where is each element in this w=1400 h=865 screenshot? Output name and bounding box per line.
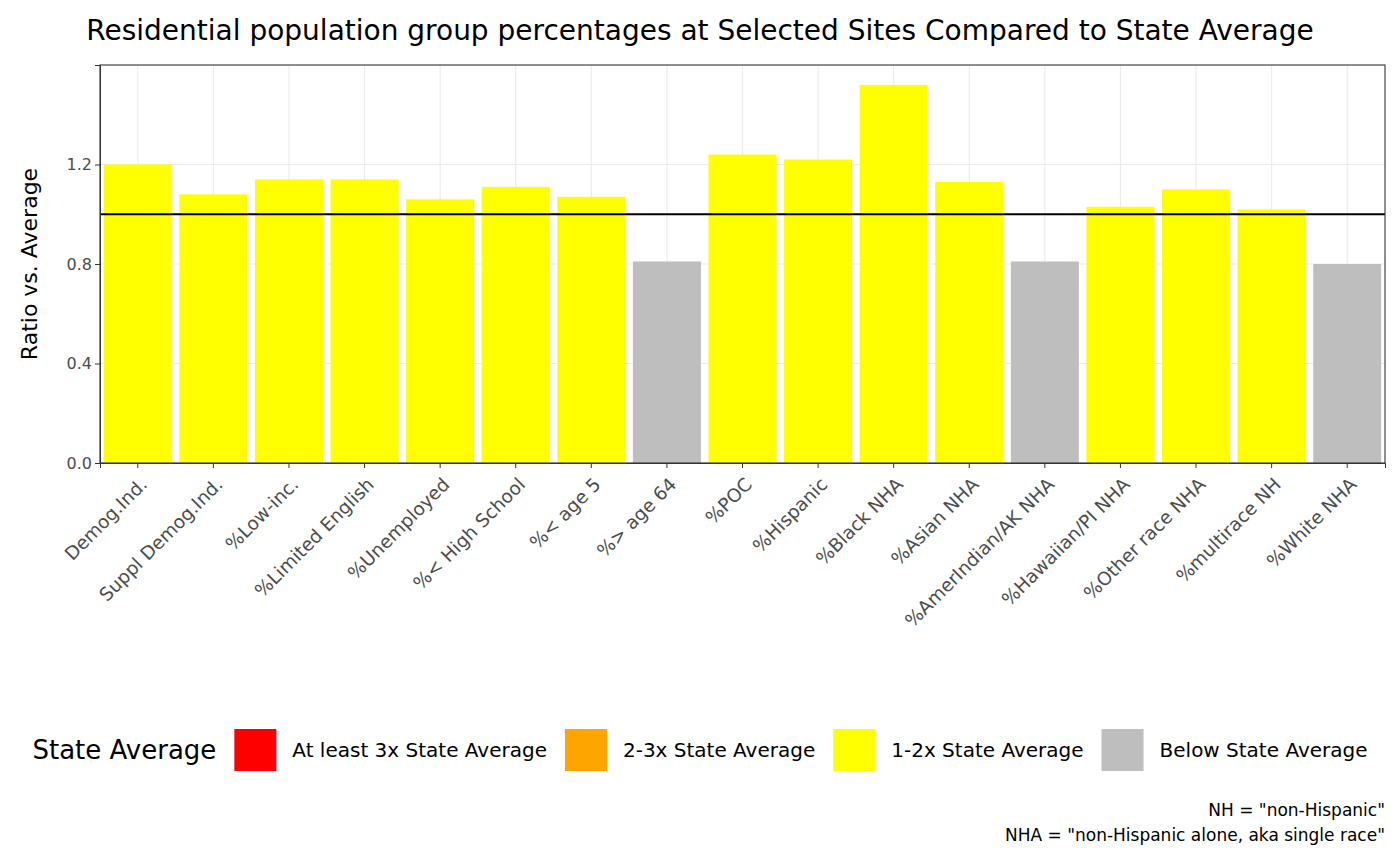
y-axis-line	[95, 66, 101, 464]
y-tick-label: 0.4	[67, 354, 92, 373]
x-tick: %Hawaiian/PI NHA	[998, 463, 1135, 610]
x-tick-label: %> age 64	[593, 474, 681, 562]
y-tick: 0.8	[67, 255, 100, 274]
bar	[179, 194, 247, 463]
x-tick-label: %White NHA	[1263, 473, 1361, 571]
x-tick-mark	[515, 463, 516, 468]
legend-item: Below State Average	[1102, 729, 1368, 771]
y-tick: 0.0	[67, 454, 100, 473]
bar	[1238, 209, 1306, 463]
y-tick-mark	[95, 463, 100, 464]
y-axis: 0.0 0.4 0.8 1.2	[67, 66, 101, 473]
legend-title: State Average	[32, 735, 216, 765]
y-tick-mark	[95, 264, 100, 265]
x-tick-label: %< age 5	[525, 474, 604, 553]
legend-label: Below State Average	[1160, 738, 1368, 762]
y-tick-label: 0.0	[67, 454, 92, 473]
bar	[1086, 207, 1154, 463]
legend: State Average At least 3x State Average 2-…	[32, 729, 1367, 771]
bar	[708, 155, 776, 463]
x-axis: Demog.Ind.Suppl Demog.Ind.%Low-inc.%Limi…	[60, 463, 1385, 631]
x-tick: %> age 64	[593, 463, 681, 561]
caption: NH = "non-Hispanic"	[1208, 800, 1385, 820]
x-tick: %Low-inc.	[221, 463, 302, 555]
legend-label: 1-2x State Average	[891, 738, 1083, 762]
bar	[104, 165, 172, 464]
legend-swatch	[1102, 729, 1144, 771]
x-tick-mark	[137, 463, 138, 468]
x-tick-mark	[1044, 463, 1045, 468]
y-tick-label: 1.2	[67, 155, 92, 174]
x-tick-label: %Hispanic	[748, 474, 831, 557]
x-axis-line	[101, 464, 1386, 469]
legend-item: 2-3x State Average	[565, 729, 815, 771]
x-tick: %AmerIndian/AK NHA	[901, 463, 1059, 631]
bar	[331, 179, 399, 463]
x-tick-label: %Hawaiian/PI NHA	[998, 473, 1135, 610]
bar	[482, 187, 550, 463]
x-tick-label: %< High School	[409, 474, 529, 594]
bar	[633, 262, 701, 463]
bar	[1162, 189, 1230, 463]
plot-frame	[100, 65, 1385, 463]
bar	[255, 179, 323, 463]
title: Residential population group percentages…	[86, 14, 1313, 47]
x-tick-mark	[591, 463, 592, 468]
legend-swatch	[833, 729, 875, 771]
bar	[406, 199, 474, 463]
bar	[1011, 262, 1079, 463]
x-tick: %Hispanic	[748, 463, 831, 557]
x-tick: %POC	[701, 463, 756, 528]
x-tick-label: %multirace NH	[1172, 474, 1285, 587]
x-tick-mark	[213, 463, 214, 468]
y-tick-label: 0.8	[67, 255, 92, 274]
legend-item: 1-2x State Average	[833, 729, 1083, 771]
legend-swatch	[565, 729, 607, 771]
x-tick-mark	[1120, 463, 1121, 468]
x-tick: %multirace NH	[1172, 463, 1285, 587]
x-tick-mark	[666, 463, 667, 468]
x-tick-mark	[818, 463, 819, 468]
legend-label: At least 3x State Average	[292, 738, 547, 762]
y-tick-mark	[95, 364, 100, 365]
x-tick: Suppl Demog.Ind.	[95, 463, 227, 605]
x-tick: %< age 5	[525, 463, 604, 553]
bar	[557, 197, 625, 463]
bar	[1313, 264, 1381, 463]
y-tick: 0.4	[67, 354, 100, 373]
x-tick-mark	[969, 463, 970, 468]
plot-area	[100, 85, 1385, 463]
x-tick-mark	[1196, 463, 1197, 468]
x-tick: %< High School	[409, 463, 529, 594]
bar	[860, 85, 928, 463]
bar	[784, 160, 852, 463]
x-tick-label: %AmerIndian/AK NHA	[901, 473, 1059, 631]
chart: 0.0 0.4 0.8 1.2 Demog.Ind.Suppl Demog.Ind.%L…	[0, 0, 1400, 865]
x-tick-mark	[440, 463, 441, 468]
x-tick-label: %Low-inc.	[221, 474, 302, 555]
x-tick-mark	[364, 463, 365, 468]
y-axis-title: Ratio vs. Average	[17, 168, 42, 360]
grid	[100, 65, 1385, 463]
bar	[935, 182, 1003, 463]
x-tick-label: Suppl Demog.Ind.	[95, 474, 227, 606]
x-tick-label: %POC	[701, 474, 756, 529]
caption: NHA = "non-Hispanic alone, aka single ra…	[1005, 825, 1385, 845]
x-tick-mark	[288, 463, 289, 468]
legend-swatch	[234, 729, 276, 771]
reference-line	[100, 213, 1385, 215]
x-tick-mark	[1347, 463, 1348, 468]
legend-label: 2-3x State Average	[623, 738, 815, 762]
x-tick: %White NHA	[1263, 463, 1361, 572]
y-tick-mark	[95, 165, 100, 166]
y-tick: 1.2	[67, 155, 100, 174]
x-tick-mark	[1271, 463, 1272, 468]
x-tick-mark	[742, 463, 743, 468]
x-tick-label: %Other race NHA	[1079, 473, 1209, 603]
legend-item: At least 3x State Average	[234, 729, 547, 771]
x-tick-mark	[893, 463, 894, 468]
plot-background	[100, 65, 1385, 463]
